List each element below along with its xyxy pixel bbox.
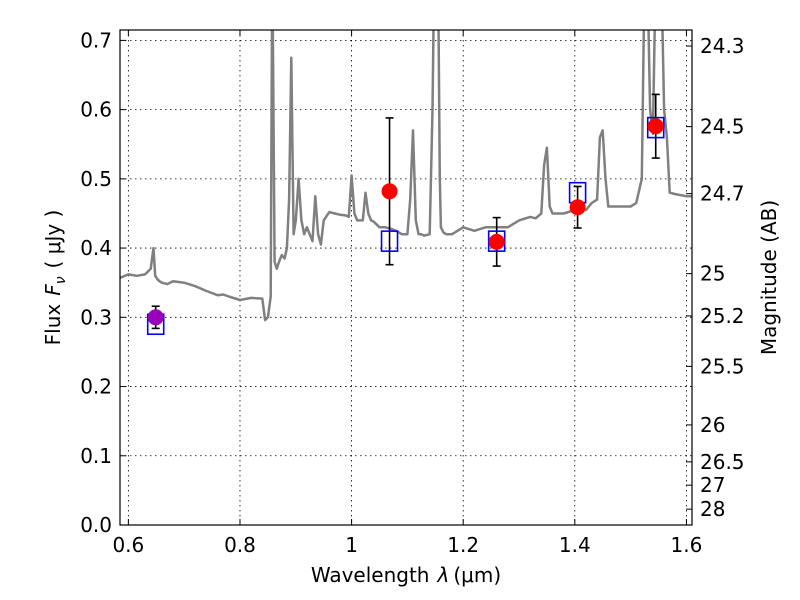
- y-tick-label: 0.3: [80, 305, 112, 329]
- x-tick-label: 0.8: [224, 533, 256, 557]
- observed-point: [488, 233, 505, 250]
- mag-tick-label: 24.5: [700, 115, 745, 139]
- x-tick-label: 1.6: [671, 533, 703, 557]
- mag-tick-label: 24.7: [700, 182, 745, 206]
- plot-area: [120, 30, 692, 525]
- y-tick-label: 0.4: [80, 236, 112, 260]
- observed-point: [647, 118, 664, 135]
- x-axis-label: Wavelength λ (μm): [311, 563, 501, 587]
- x-tick-label: 0.6: [112, 533, 144, 557]
- grid: [120, 30, 692, 525]
- model-point: [487, 230, 506, 252]
- observed-points: [147, 118, 664, 326]
- mag-tick-label: 25.2: [700, 304, 745, 328]
- y-tick-label: 0.6: [80, 98, 112, 122]
- axis-ticks: 0.6 0.8 1 1.2 1.4 1.6 0.0 0.1 0.2 0.3 0.4 0.5 0.6 0.7…: [80, 28, 744, 557]
- y-axis-label: FluxFν( μJy ): [41, 210, 69, 346]
- x-tick-label: 1.2: [447, 533, 479, 557]
- x-tick-label: 1.4: [559, 533, 591, 557]
- mag-tick-label: 25: [700, 262, 725, 286]
- y-tick-label: 0.0: [80, 513, 112, 537]
- mag-tick-label: 26.5: [700, 450, 745, 474]
- y2-axis-label: Magnitude (AB): [757, 200, 781, 355]
- observed-point: [569, 199, 586, 216]
- x-tick-label: 1: [345, 533, 358, 557]
- y-tick-label: 0.5: [80, 167, 112, 191]
- y-tick-label: 0.7: [80, 28, 112, 52]
- mag-tick-label: 27: [700, 473, 725, 497]
- mag-tick-label: 28: [700, 497, 725, 521]
- plot-frame: [119, 29, 693, 526]
- y-tick-label: 0.2: [80, 375, 112, 399]
- model-point: [380, 230, 399, 252]
- mag-tick-label: 26: [700, 413, 725, 437]
- observed-point: [147, 309, 164, 326]
- mag-tick-label: 24.3: [700, 34, 745, 58]
- mag-tick-label: 25.5: [700, 354, 745, 378]
- observed-point: [381, 183, 398, 200]
- y-tick-label: 0.1: [80, 444, 112, 468]
- model-point: [646, 116, 665, 139]
